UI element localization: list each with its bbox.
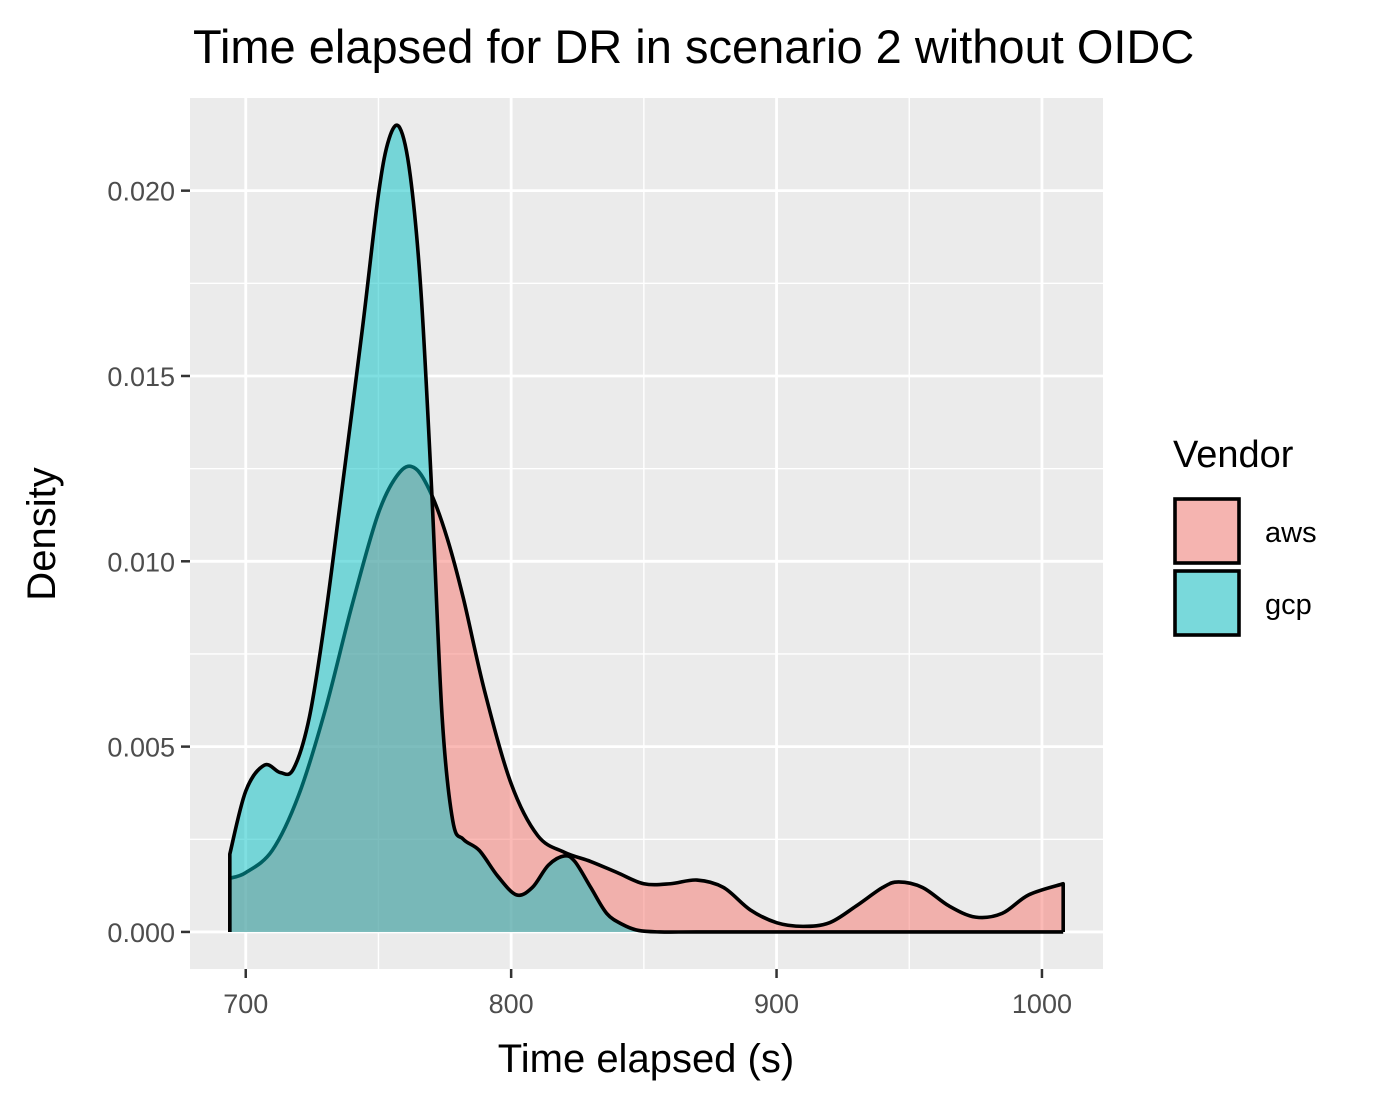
legend-label-aws: aws (1265, 517, 1317, 549)
x-tick-label: 800 (489, 989, 534, 1019)
legend-swatch-gcp (1173, 569, 1241, 637)
y-tick-label: 0.000 (107, 918, 175, 948)
legend-label-gcp: gcp (1265, 589, 1312, 621)
y-tick-label: 0.020 (107, 177, 175, 207)
y-tick-label: 0.005 (107, 733, 175, 763)
x-tick-label: 700 (223, 989, 268, 1019)
x-tick-label: 1000 (1012, 989, 1072, 1019)
grid-major (190, 98, 1103, 969)
legend: Vendor aws gcp (1173, 434, 1317, 637)
legend-title: Vendor (1173, 434, 1294, 476)
density-line-gcp (228, 123, 1064, 934)
x-tick-label: 900 (754, 989, 799, 1019)
y-tick-label: 0.015 (107, 362, 175, 392)
legend-items: aws gcp (1173, 497, 1317, 637)
legend-swatch-aws (1173, 497, 1241, 565)
density-area-gcp (229, 125, 1064, 933)
density-series-layer (228, 123, 1065, 934)
x-axis-title: Time elapsed (s) (498, 1037, 794, 1081)
y-tick-label: 0.010 (107, 547, 175, 577)
axis-ticks: 700 800 900 1000 0.000 0.005 0.010 0.015 0.020 (107, 177, 1072, 1019)
y-axis-title: Density (20, 467, 64, 600)
chart-title: Time elapsed for DR in scenario 2 withou… (193, 20, 1194, 73)
